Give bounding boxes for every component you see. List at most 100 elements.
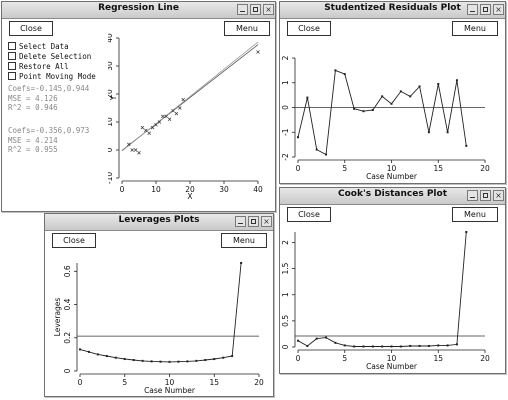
data-point	[157, 120, 162, 124]
data-point	[465, 144, 468, 147]
data-point	[297, 136, 299, 139]
data-point	[343, 344, 346, 347]
data-point	[114, 356, 117, 359]
data-point	[231, 355, 234, 358]
menu-button[interactable]: Menu	[224, 21, 270, 36]
maximize-icon[interactable]	[250, 4, 261, 15]
maximize-icon[interactable]	[248, 216, 259, 227]
data-point	[144, 128, 148, 133]
maximize-icon[interactable]	[480, 190, 491, 201]
data-point	[362, 345, 365, 348]
data-point	[150, 125, 155, 130]
r2-text: R^2 = 0.946	[8, 103, 58, 112]
data-point	[353, 345, 356, 348]
close-icon[interactable]: ×	[493, 190, 504, 201]
mse-text: MSE = 4.126	[8, 93, 58, 103]
data-point	[96, 353, 99, 356]
restore-all-option[interactable]: Restore All	[8, 62, 96, 72]
minimize-icon[interactable]	[237, 4, 248, 15]
data-point	[409, 344, 412, 347]
y-tick-label: 20	[108, 89, 114, 99]
data-point	[159, 360, 162, 363]
data-point	[213, 358, 216, 361]
data-point	[325, 336, 328, 339]
series-line	[297, 69, 467, 156]
close-icon[interactable]: ×	[263, 4, 274, 15]
y-tick-label: 0	[108, 147, 114, 152]
series-line	[297, 231, 467, 347]
data-point	[399, 345, 402, 348]
close-icon[interactable]: ×	[261, 216, 272, 227]
data-point	[87, 350, 90, 353]
data-point	[105, 355, 108, 358]
studentized-residuals-window: Studentized Residuals Plot × Close Menu …	[279, 1, 506, 184]
regression-titlebar[interactable]: Regression Line ×	[2, 2, 275, 19]
y-tick-label: 1	[282, 292, 290, 297]
data-point	[390, 102, 393, 105]
y-tick-label: -1	[282, 128, 290, 136]
y-tick-label: 0	[63, 368, 72, 373]
x-tick-label: 0	[78, 378, 83, 387]
data-point	[240, 262, 243, 264]
data-point	[167, 117, 172, 121]
data-point	[147, 131, 151, 135]
cooks-titlebar[interactable]: Cook's Distances Plot ×	[280, 188, 505, 205]
y-tick-label: 1	[282, 80, 290, 85]
data-point	[140, 125, 145, 130]
checkbox-icon[interactable]	[8, 72, 16, 80]
y-tick-label: 40	[108, 33, 114, 43]
checkbox-icon[interactable]	[8, 42, 16, 50]
menu-button[interactable]: Menu	[221, 233, 267, 248]
r2-text: R^2 = 0.955	[8, 145, 58, 154]
x-tick-label: 15	[209, 378, 219, 387]
y-axis-label: Y	[109, 95, 118, 101]
x-tick-label: 0	[296, 164, 301, 173]
minimize-icon[interactable]	[467, 190, 478, 201]
x-tick-label: 20	[185, 185, 195, 194]
x-tick-label: 5	[342, 164, 347, 173]
data-point	[325, 153, 328, 156]
data-point	[164, 114, 168, 119]
delete-selection-option[interactable]: Delete Selection	[8, 52, 96, 62]
close-button[interactable]: Close	[52, 233, 96, 248]
data-point	[315, 337, 318, 340]
menu-button[interactable]: Menu	[452, 207, 498, 222]
minimize-icon[interactable]	[467, 4, 478, 15]
fit-stats-1: Coefs=-0.145,0.944 MSE = 4.126 R^2 = 0.9…	[8, 84, 89, 113]
data-point	[437, 82, 440, 85]
point-moving-mode-option[interactable]: Point Moving Mode	[8, 72, 96, 82]
leverages-titlebar[interactable]: Leverages Plots ×	[45, 214, 273, 231]
close-button[interactable]: Close	[287, 21, 331, 36]
close-icon[interactable]: ×	[493, 4, 504, 15]
window-title: Cook's Distances Plot	[338, 189, 447, 199]
x-tick-label: 0	[120, 185, 125, 194]
data-point	[334, 341, 337, 344]
menu-button[interactable]: Menu	[452, 21, 498, 36]
data-point	[306, 344, 309, 347]
data-point	[177, 360, 180, 363]
data-point	[123, 358, 126, 361]
x-tick-label: 15	[433, 354, 443, 363]
data-point	[132, 359, 135, 362]
regression-line	[121, 41, 259, 152]
maximize-icon[interactable]	[480, 4, 491, 15]
fit-stats-2: Coefs=-0.356,0.973 MSE = 4.214 R^2 = 0.9…	[8, 126, 89, 155]
x-tick-label: 20	[480, 354, 490, 363]
x-tick-label: 40	[253, 185, 263, 194]
close-button[interactable]: Close	[9, 21, 53, 36]
minimize-icon[interactable]	[235, 216, 246, 227]
select-data-option[interactable]: Select Data	[8, 42, 96, 52]
checkbox-icon[interactable]	[8, 62, 16, 70]
x-tick-label: 10	[165, 378, 175, 387]
studentized-titlebar[interactable]: Studentized Residuals Plot ×	[280, 2, 505, 19]
checkbox-icon[interactable]	[8, 52, 16, 60]
y-tick-label: 2	[282, 55, 290, 60]
close-button[interactable]: Close	[287, 207, 331, 222]
y-tick-label: 0	[282, 105, 290, 110]
coefs-text: Coefs=-0.145,0.944	[8, 84, 90, 93]
window-title: Studentized Residuals Plot	[324, 3, 461, 13]
y-tick-label: 10	[108, 117, 114, 127]
y-axis-label: Leverages	[53, 298, 62, 337]
x-axis-label: X	[187, 192, 192, 201]
